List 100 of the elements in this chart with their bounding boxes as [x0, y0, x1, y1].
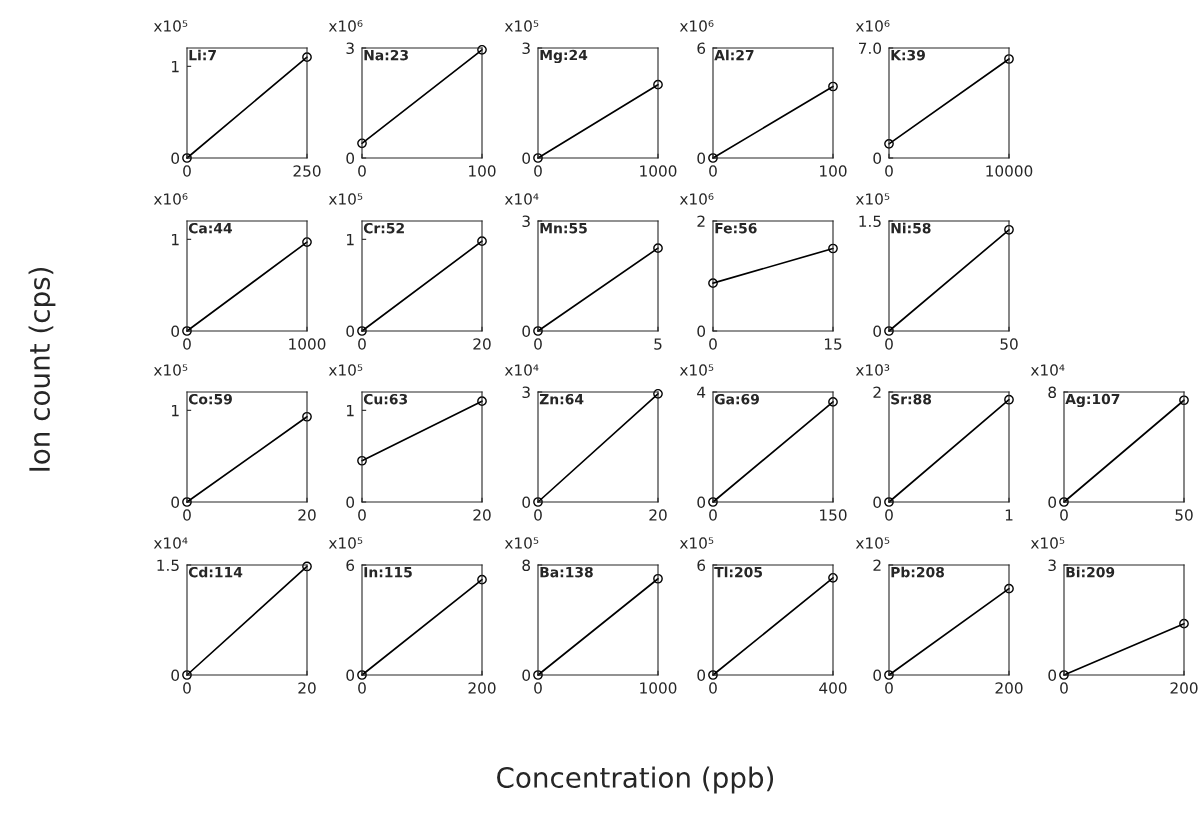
y-tick-label: 1: [172, 405, 179, 417]
y-tick-label: 0: [697, 325, 706, 338]
text: x10⁵: [153, 364, 188, 376]
x-tick-label: 1000: [289, 338, 326, 350]
y-tick-label: 0: [1048, 669, 1057, 682]
text: x10⁵: [855, 193, 890, 205]
x-tick-label: 15: [824, 338, 842, 350]
y-tick-label: 2: [873, 386, 881, 398]
chart-title: Mg:24: [540, 49, 588, 64]
x-tick-label: 100: [820, 165, 847, 177]
text: x10⁴: [504, 364, 539, 376]
y-tick-label: 0: [346, 496, 355, 509]
text: x10⁵: [328, 193, 363, 205]
x-tick-label: 0: [534, 338, 542, 350]
x-tick-label: 0: [885, 338, 893, 350]
x-tick-label: 20: [298, 509, 316, 521]
x-tick-label: 100: [469, 165, 496, 177]
chart-title: Li:7: [189, 49, 216, 61]
chart-title: Fe:56: [715, 222, 757, 234]
text: x10³: [855, 364, 890, 376]
x-tick-label: 50: [1000, 338, 1018, 350]
chart-title: Mn:55: [540, 223, 587, 234]
y-tick-label: 1: [172, 234, 179, 246]
x-tick-label: 400: [819, 682, 847, 694]
x-tick-label: 1000: [640, 682, 677, 694]
x-tick-label: 0: [885, 165, 893, 177]
y-tick-label: 0: [873, 152, 882, 165]
x-tick-label: 0: [885, 682, 893, 694]
x-tick-label: 0: [709, 509, 717, 521]
x-tick-label: 0: [358, 338, 366, 350]
y-tick-label: 0: [697, 496, 706, 509]
x-tick-label: 250: [293, 165, 321, 177]
x-tick-label: 0: [183, 509, 191, 521]
x-tick-label: 0: [534, 509, 542, 521]
y-tick-label: 3: [346, 42, 354, 55]
text: x10⁵: [328, 537, 363, 549]
y-tick-label: 0: [346, 669, 355, 682]
x-tick-label: 0: [534, 165, 542, 177]
y-tick-label: 8: [1048, 386, 1057, 399]
chart-title: Tl:205: [714, 566, 763, 578]
text: x10⁵: [1030, 537, 1065, 549]
x-tick-label: 0: [183, 338, 191, 350]
text: x10⁵: [153, 20, 188, 32]
text: x10⁶: [328, 20, 363, 32]
y-tick-label: 8: [522, 559, 531, 572]
x-tick-label: 20: [298, 682, 316, 694]
x-tick-label: 0: [709, 338, 717, 350]
y-tick-label: 0: [522, 496, 531, 509]
chart-title: Al:27: [714, 49, 754, 61]
y-tick-label: 3: [522, 386, 530, 399]
chart-title: Ni:58: [891, 222, 931, 234]
y-tick-label: 0: [346, 325, 355, 338]
y-tick-label: 2: [873, 559, 881, 571]
x-tick-label: 0: [1060, 509, 1068, 521]
y-tick-label: 1: [347, 405, 354, 417]
chart-title: Na:23: [364, 49, 408, 61]
x-tick-label: 0: [709, 165, 717, 177]
y-tick-label: 0: [1048, 496, 1057, 509]
y-tick-label: 2: [697, 215, 705, 227]
text: Ion count (cps): [28, 267, 56, 471]
x-tick-label: 5: [654, 338, 662, 350]
y-tick-label: 1.5: [859, 215, 881, 228]
text: x10⁶: [855, 20, 890, 32]
y-tick-label: 7.0: [859, 42, 882, 55]
chart-title: Co:59: [188, 393, 232, 405]
x-tick-label: 0: [183, 165, 191, 177]
y-tick-label: 0: [873, 325, 882, 338]
y-tick-label: 0: [873, 496, 882, 509]
chart-title: In:115: [364, 567, 412, 578]
y-tick-label: 6: [346, 559, 355, 572]
text: x10⁶: [679, 193, 714, 205]
y-tick-label: 0: [171, 152, 180, 165]
y-tick-label: 0: [522, 152, 531, 165]
x-tick-label: 200: [468, 682, 496, 694]
text: x10⁶: [153, 193, 188, 205]
y-tick-label: 6: [697, 559, 706, 572]
text: x10⁵: [328, 364, 363, 376]
chart-title: Bi:209: [1066, 566, 1115, 578]
x-tick-label: 0: [709, 682, 717, 694]
chart-title: Ca:44: [188, 222, 233, 234]
chart-title: K:39: [891, 49, 925, 61]
x-tick-label: 0: [183, 682, 191, 694]
text: x10⁵: [679, 364, 714, 376]
text: x10⁵: [504, 20, 539, 32]
y-tick-label: 0: [522, 325, 531, 338]
text: x10⁴: [504, 193, 539, 205]
x-tick-label: 0: [358, 509, 366, 521]
text: x10⁵: [504, 537, 539, 549]
x-tick-label: 0: [885, 509, 893, 521]
chart-title: Zn:64: [539, 393, 584, 405]
y-tick-label: 6: [697, 42, 706, 55]
x-tick-label: 20: [473, 338, 491, 350]
x-tick-label: 200: [995, 682, 1023, 694]
y-tick-label: 0: [522, 669, 531, 682]
text: x10⁴: [153, 537, 188, 549]
y-tick-label: 0: [697, 152, 706, 165]
chart-title: Cu:63: [363, 393, 408, 405]
x-tick-label: 20: [473, 509, 491, 521]
x-tick-label: 20: [649, 509, 667, 521]
y-tick-label: 0: [171, 669, 180, 682]
